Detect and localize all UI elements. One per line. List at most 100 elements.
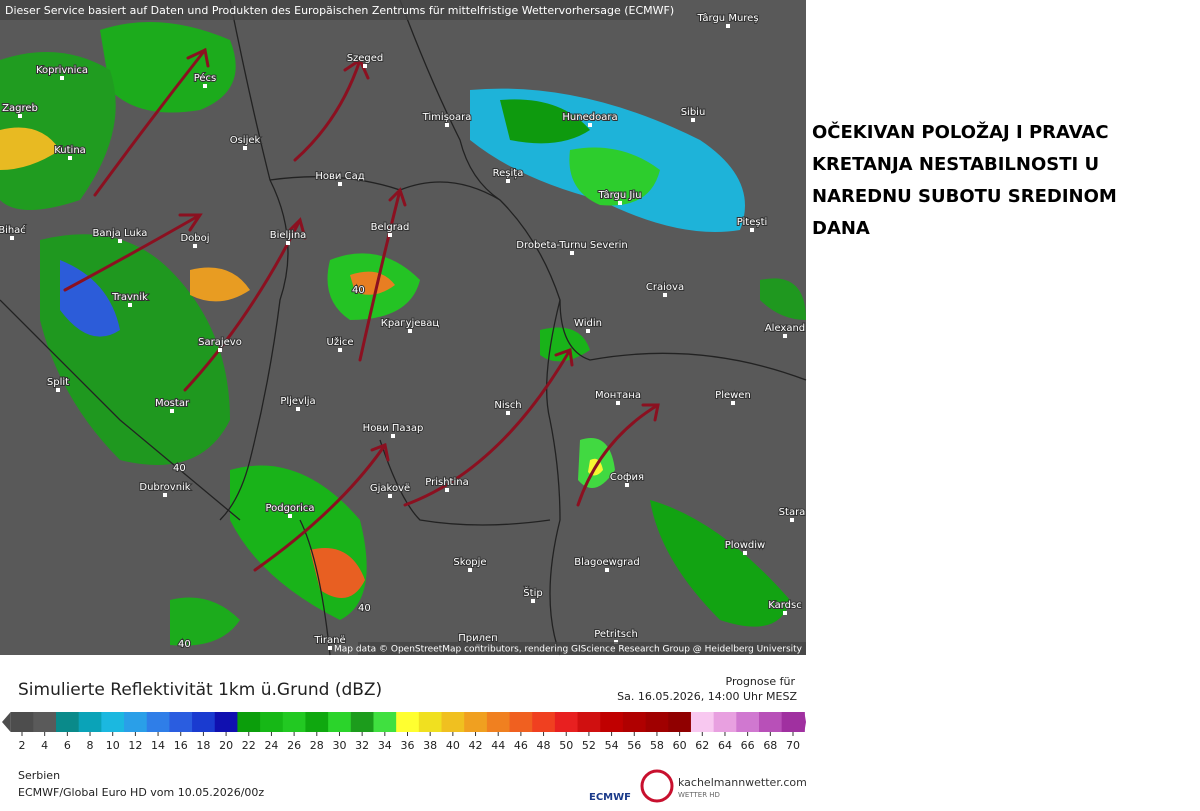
colorbar-segment — [33, 712, 57, 732]
city-dot — [328, 646, 332, 650]
city-dot — [391, 434, 395, 438]
colorbar-tick-label: 2 — [19, 739, 26, 752]
colorbar-segment — [396, 712, 420, 732]
city-dot — [445, 123, 449, 127]
forecast-label: Prognose für — [726, 675, 796, 688]
colorbar-segment — [577, 712, 601, 732]
city-dot — [60, 76, 64, 80]
city-dot — [56, 388, 60, 392]
colorbar-tick-label: 32 — [355, 739, 369, 752]
city-dot — [338, 348, 342, 352]
colorbar-tick-label: 54 — [605, 739, 619, 752]
city-label: Gjakovë — [370, 483, 410, 494]
colorbar-start — [2, 712, 11, 732]
city-label: Kardsc — [768, 600, 802, 611]
colorbar-segment — [622, 712, 647, 732]
colorbar-tick-label: 4 — [41, 739, 48, 752]
city-dot — [531, 599, 535, 603]
city-dot — [790, 518, 794, 522]
colorbar-segment — [781, 712, 805, 732]
city-dot — [625, 483, 629, 487]
city-label: Монтана — [595, 390, 641, 401]
colorbar-tick-label: 16 — [174, 739, 188, 752]
city-dot — [445, 488, 449, 492]
annotation: OČEKIVAN POLOŽAJ I PRAVAC KRETANJA NESTAB… — [812, 121, 1117, 239]
city-label: Osijek — [230, 135, 261, 146]
city-label: Tiranë — [313, 635, 345, 646]
colorbar-segment — [101, 712, 125, 732]
city-dot — [783, 611, 787, 615]
colorbar-tick-label: 38 — [423, 739, 437, 752]
contour-label: 40 — [173, 463, 186, 474]
city-label: Нови Пазар — [363, 423, 424, 434]
colorbar-tick-label: 20 — [219, 739, 233, 752]
annotation-line: NAREDNU SUBOTU SREDINOM — [812, 186, 1117, 207]
site-sub: WETTER HD — [678, 791, 720, 799]
city-dot — [128, 303, 132, 307]
city-dot — [408, 329, 412, 333]
colorbar-segment — [736, 712, 760, 732]
city-dot — [750, 228, 754, 232]
movement-arrows — [63, 47, 660, 572]
colorbar-tick-label: 42 — [469, 739, 483, 752]
colorbar-tick-label: 44 — [491, 739, 505, 752]
city-label: Târgu Mureș — [696, 12, 758, 24]
colorbar-tick-label: 48 — [537, 739, 551, 752]
colorbar-tick-label: 10 — [106, 739, 120, 752]
site-logo — [640, 769, 674, 803]
city-dot — [163, 493, 167, 497]
colorbar-segment — [464, 712, 488, 732]
city-dot — [506, 411, 510, 415]
city-label: Užice — [327, 336, 354, 348]
colorbar-segment — [305, 712, 329, 732]
colorbar-segment — [56, 712, 80, 732]
colorbar-segment — [690, 712, 715, 732]
colorbar-segment — [713, 712, 737, 732]
notice-bar — [0, 0, 650, 20]
colorbar-segment — [169, 712, 193, 732]
colorbar-segment — [645, 712, 669, 732]
city-dot — [588, 123, 592, 127]
city-label: Doboj — [180, 233, 209, 244]
colorbar-segment — [10, 712, 34, 732]
forecast-time: Sa. 16.05.2026, 14:00 Uhr MESZ — [617, 690, 797, 703]
city-dot — [388, 494, 392, 498]
annotation-line: OČEKIVAN POLOŽAJ I PRAVAC — [812, 121, 1109, 143]
colorbar-tick-label: 60 — [673, 739, 687, 752]
colorbar-segment — [237, 712, 261, 732]
colorbar-segment — [350, 712, 374, 732]
city-label: Zagreb — [2, 103, 38, 114]
city-dot — [363, 64, 367, 68]
city-dot — [288, 514, 292, 518]
contour-label: 40 — [358, 603, 371, 614]
colorbar-segment — [373, 712, 397, 732]
colorbar-tick-label: 46 — [514, 739, 528, 752]
colorbar-segment — [146, 712, 170, 732]
contour-label: 40 — [352, 285, 365, 296]
city-dot — [10, 236, 14, 240]
colorbar-tick-label: 28 — [310, 739, 324, 752]
city-label: Hunedoara — [562, 112, 617, 123]
city-label: Sarajevo — [198, 337, 242, 348]
city-label: Petritsch — [594, 629, 638, 640]
colorbar-segment — [554, 712, 579, 732]
city-dot — [468, 568, 472, 572]
colorbar-tick-label: 68 — [763, 739, 777, 752]
borders — [0, 0, 807, 656]
colorbar-segment — [192, 712, 216, 732]
city-dot — [388, 233, 392, 237]
city-dot — [570, 251, 574, 255]
site-name: kachelmannwetter.com — [678, 776, 807, 789]
city-dot — [68, 156, 72, 160]
colorbar-tick-label: 66 — [741, 739, 755, 752]
colorbar-tick-label: 58 — [650, 739, 664, 752]
model-run: ECMWF/Global Euro HD vom 10.05.2026/00z — [18, 786, 264, 799]
city-dot — [586, 329, 590, 333]
colorbar-tick-label: 12 — [128, 739, 142, 752]
city-labels: Târgu Mureș Koprivnica Pécs Szeged Zagreb Tim… — [0, 11, 806, 651]
attribution: Map data © OpenStreetMap contributors, r… — [334, 645, 803, 655]
colorbar-tick-label: 6 — [64, 739, 71, 752]
colorbar-tick-label: 50 — [559, 739, 573, 752]
city-label: София — [610, 472, 644, 483]
